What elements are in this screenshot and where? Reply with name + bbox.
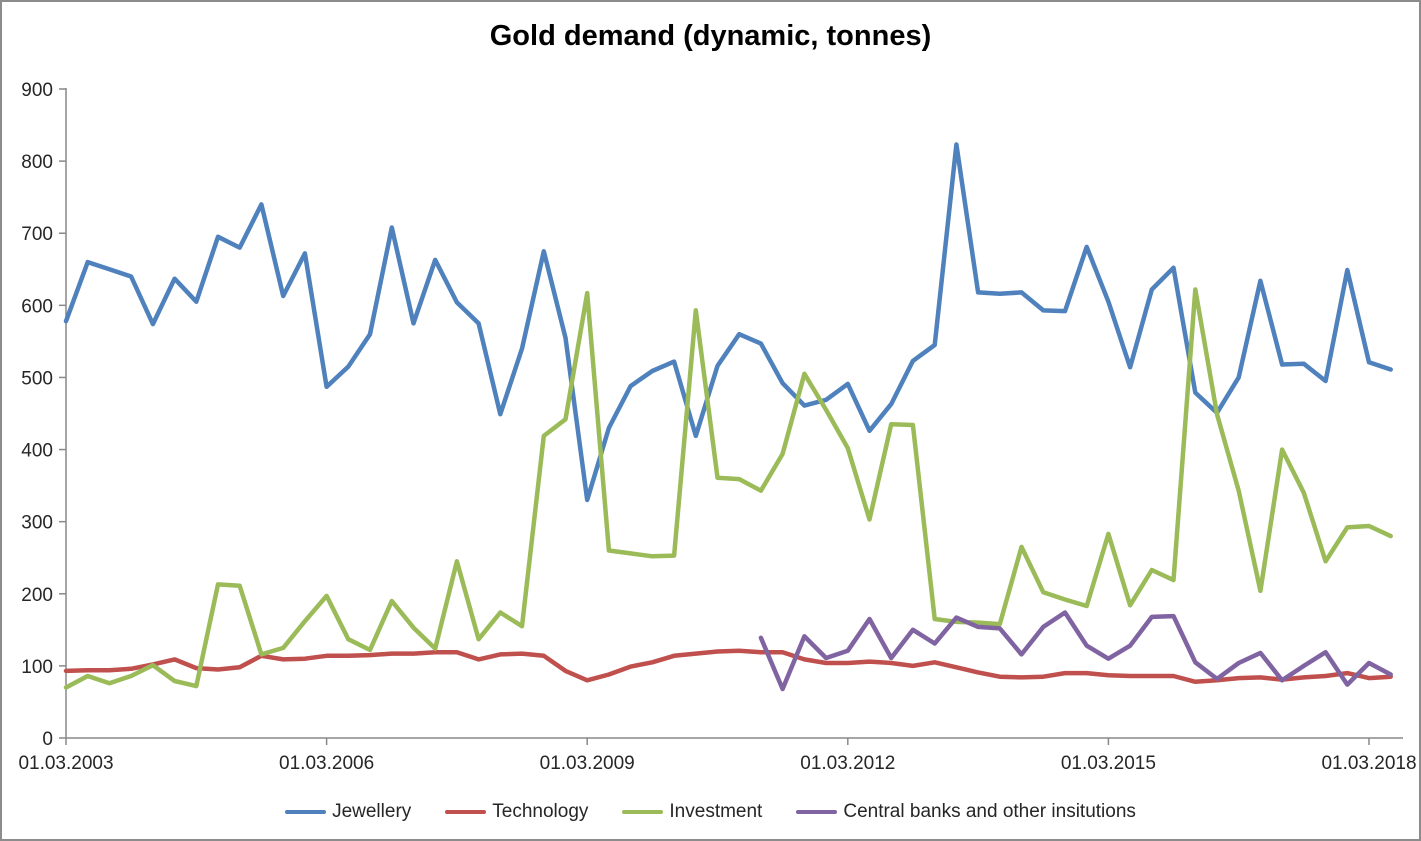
technology-line-swatch-icon (445, 810, 487, 814)
x-axis-label: 01.03.2006 (279, 753, 374, 774)
legend-label: Investment (669, 801, 763, 822)
y-axis-label: 600 (21, 296, 53, 317)
legend-item-central-banks: Central banks and other insitutions (796, 801, 1136, 823)
y-axis-label: 900 (21, 80, 53, 101)
series-line-investment (63, 287, 1393, 690)
x-axis-label: 01.03.2003 (18, 753, 113, 774)
series-line-jewellery (63, 142, 1393, 503)
x-axis-label: 01.03.2012 (800, 753, 895, 774)
y-axis-label: 500 (21, 368, 53, 389)
series-line-technology (63, 648, 1393, 685)
legend-item-technology: Technology (445, 801, 588, 823)
central-banks-line-swatch-icon (796, 810, 838, 814)
y-axis-label: 0 (42, 729, 53, 750)
jewellery-line-swatch-icon (285, 810, 327, 814)
y-axis-label: 100 (21, 657, 53, 678)
x-axis-label: 01.03.2018 (1321, 753, 1416, 774)
series-line-central-banks-and-other-insitutions (758, 610, 1393, 692)
y-axis-label: 200 (21, 585, 53, 606)
y-axis-label: 800 (21, 152, 53, 173)
legend-label: Jewellery (332, 801, 412, 822)
investment-line-swatch-icon (622, 810, 664, 814)
legend-item-investment: Investment (622, 801, 762, 823)
y-axis-label: 300 (21, 513, 53, 534)
legend-label: Central banks and other insitutions (843, 801, 1136, 822)
y-axis-label: 700 (21, 224, 53, 245)
legend-item-jewellery: Jewellery (285, 801, 411, 823)
chart-title: Gold demand (dynamic, tonnes) (489, 20, 932, 52)
legend: Jewellery Technology Investment Central … (2, 801, 1419, 823)
x-axis-label: 01.03.2009 (540, 753, 635, 774)
legend-label: Technology (492, 801, 589, 822)
y-axis-label: 400 (21, 441, 53, 462)
x-axis-label: 01.03.2015 (1061, 753, 1156, 774)
